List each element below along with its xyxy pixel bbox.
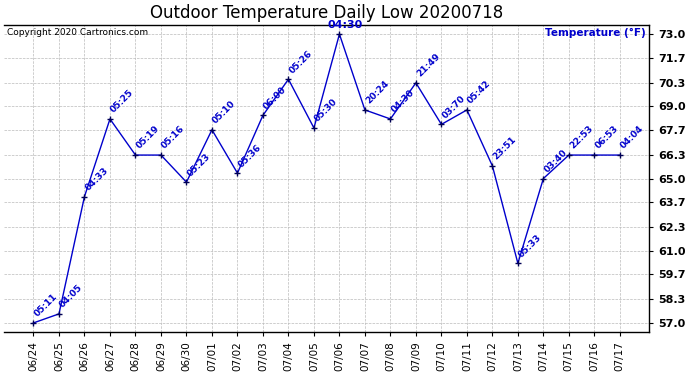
Text: 05:16: 05:16 — [160, 124, 187, 151]
Text: 05:36: 05:36 — [237, 142, 263, 169]
Text: Temperature (°F): Temperature (°F) — [545, 28, 646, 38]
Text: 04:30: 04:30 — [327, 20, 363, 30]
Text: 05:42: 05:42 — [466, 79, 493, 106]
Text: 05:33: 05:33 — [517, 232, 544, 259]
Text: 06:53: 06:53 — [593, 124, 620, 151]
Text: 23:51: 23:51 — [491, 135, 518, 162]
Text: 21:49: 21:49 — [415, 52, 442, 79]
Text: Copyright 2020 Cartronics.com: Copyright 2020 Cartronics.com — [8, 28, 148, 37]
Text: 05:10: 05:10 — [211, 99, 237, 126]
Text: 04:04: 04:04 — [619, 124, 646, 151]
Text: 05:26: 05:26 — [288, 49, 314, 75]
Text: 04:05: 04:05 — [58, 283, 85, 310]
Text: 20:24: 20:24 — [364, 79, 391, 106]
Text: 04:30: 04:30 — [390, 88, 416, 115]
Text: 05:30: 05:30 — [313, 98, 339, 124]
Title: Outdoor Temperature Daily Low 20200718: Outdoor Temperature Daily Low 20200718 — [150, 4, 503, 22]
Text: 05:11: 05:11 — [32, 292, 59, 319]
Text: 03:70: 03:70 — [441, 94, 467, 120]
Text: 22:53: 22:53 — [568, 124, 595, 151]
Text: 03:40: 03:40 — [542, 148, 569, 174]
Text: 05:23: 05:23 — [186, 152, 212, 178]
Text: 04:33: 04:33 — [83, 166, 110, 192]
Text: 06:00: 06:00 — [262, 85, 288, 111]
Text: 05:19: 05:19 — [135, 124, 161, 151]
Text: 05:25: 05:25 — [109, 88, 136, 115]
